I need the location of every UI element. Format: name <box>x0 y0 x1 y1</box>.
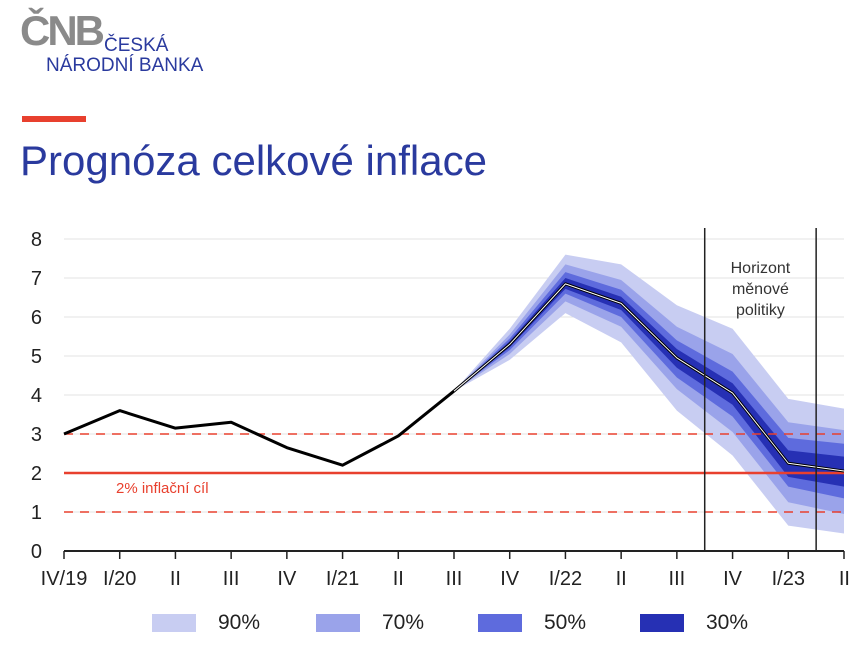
x-tick-label-11: III <box>669 568 686 590</box>
y-tick-label-1: 1 <box>31 502 42 524</box>
forecast-center-highlight <box>453 283 845 472</box>
y-tick-label-7: 7 <box>31 268 42 290</box>
y-tick-label-2: 2 <box>31 463 42 485</box>
x-tick-label-7: III <box>446 568 463 590</box>
x-tick-label-6: II <box>393 568 404 590</box>
x-tick-label-4: IV <box>277 568 297 590</box>
horizon-label-line-1: Horizont <box>731 260 791 277</box>
y-tick-label-5: 5 <box>31 346 42 368</box>
x-tick-label-14: II <box>839 568 850 590</box>
x-tick-label-2: II <box>170 568 181 590</box>
title-accent-bar <box>22 116 86 122</box>
x-tick-label-8: IV <box>500 568 520 590</box>
y-tick-label-8: 8 <box>31 229 42 251</box>
legend-swatch-50 <box>478 614 522 632</box>
inflation-fan-chart: 0 1 2 3 4 5 6 7 8 2% inflační cíl Horizont měnové po… <box>31 228 850 590</box>
x-tick-label-5: I/21 <box>326 568 359 590</box>
horizon-label-line-2: měnové <box>732 281 789 298</box>
y-tick-label-3: 3 <box>31 424 42 446</box>
logo-text-line1: ČESKÁ <box>104 35 169 56</box>
horizon-label-line-3: politiky <box>736 302 785 319</box>
legend-swatch-30 <box>640 614 684 632</box>
legend-swatch-70 <box>316 614 360 632</box>
x-tick-label-0: IV/19 <box>41 568 88 590</box>
page-title: Prognóza celkové inflace <box>20 137 487 184</box>
x-tick-label-9: I/22 <box>549 568 582 590</box>
x-tick-label-13: I/23 <box>772 568 805 590</box>
legend-label-30: 30% <box>706 611 749 634</box>
legend-label-70: 70% <box>382 611 425 634</box>
y-tick-label-0: 0 <box>31 541 42 563</box>
legend-label-50: 50% <box>544 611 587 634</box>
y-tick-label-6: 6 <box>31 307 42 329</box>
fan-band-90 <box>454 254 844 534</box>
legend-label-90: 90% <box>218 611 261 634</box>
legend-swatch-90 <box>152 614 196 632</box>
x-tick-label-12: IV <box>723 568 743 590</box>
cnb-logo: ČNB ČESKÁ NÁRODNÍ BANKA <box>20 8 220 78</box>
logo-text-line2: NÁRODNÍ BANKA <box>46 55 204 76</box>
chart-legend: 90% 70% 50% 30% <box>0 608 868 638</box>
x-tick-label-10: II <box>616 568 627 590</box>
logo-mark: ČNB <box>20 7 105 54</box>
inflation-target-label: 2% inflační cíl <box>116 480 209 497</box>
x-tick-label-1: I/20 <box>103 568 136 590</box>
y-tick-label-4: 4 <box>31 385 42 407</box>
x-tick-label-3: III <box>223 568 240 590</box>
